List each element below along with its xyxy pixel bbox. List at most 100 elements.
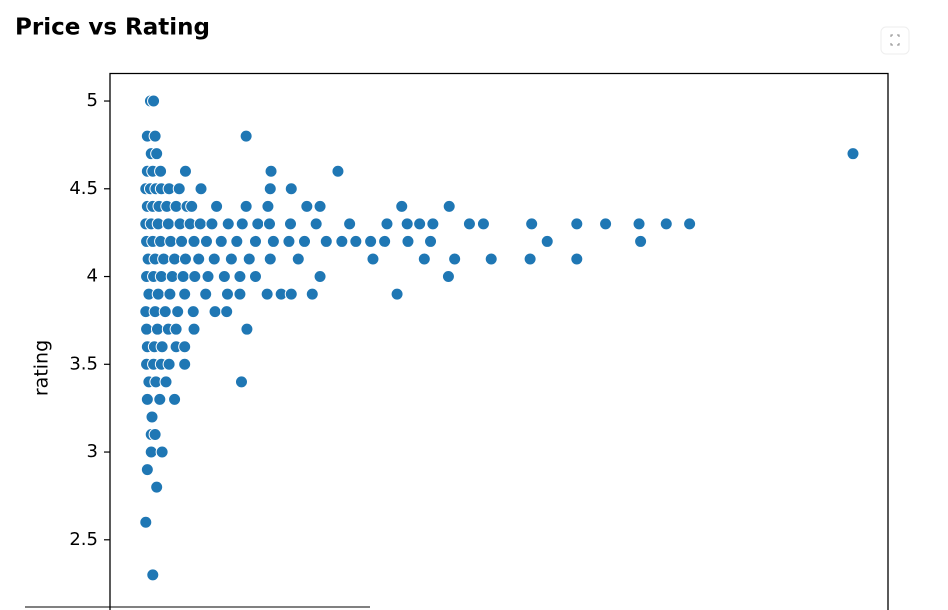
y-axis-label: rating (31, 340, 53, 396)
point (230, 234, 244, 248)
point (148, 427, 162, 441)
point (417, 252, 431, 266)
point (150, 480, 164, 494)
point (264, 164, 278, 178)
y-tick-label: 3 (87, 441, 98, 462)
point (144, 445, 158, 459)
point (240, 322, 254, 336)
point (364, 234, 378, 248)
point (331, 164, 345, 178)
point (169, 199, 183, 213)
point (217, 270, 231, 284)
point (168, 392, 182, 406)
point (239, 199, 253, 213)
point (150, 147, 164, 161)
point (210, 199, 224, 213)
point (168, 252, 182, 266)
point (400, 217, 414, 231)
point (155, 445, 169, 459)
y-tick-label: 2.5 (69, 529, 98, 550)
point (309, 217, 323, 231)
point (484, 252, 498, 266)
point (523, 252, 537, 266)
point (150, 322, 164, 336)
point (476, 217, 490, 231)
point (462, 217, 476, 231)
point (570, 252, 584, 266)
point (158, 305, 172, 319)
point (413, 217, 427, 231)
point (570, 217, 584, 231)
point (140, 392, 154, 406)
point (224, 252, 238, 266)
chart-title: Price vs Rating (15, 15, 210, 41)
point (298, 234, 311, 248)
point (401, 234, 415, 248)
point (220, 287, 234, 301)
point (266, 234, 280, 248)
point (305, 287, 319, 301)
point (199, 287, 213, 301)
point (233, 287, 247, 301)
point (146, 568, 160, 582)
point (178, 287, 192, 301)
point (448, 252, 462, 266)
point (313, 270, 327, 284)
point (176, 270, 190, 284)
point (221, 217, 235, 231)
point (178, 252, 192, 266)
point (251, 217, 265, 231)
point (193, 217, 207, 231)
point (151, 287, 165, 301)
point (192, 252, 206, 266)
point (185, 199, 199, 213)
point (187, 234, 201, 248)
point (161, 217, 175, 231)
point (380, 217, 394, 231)
point (178, 164, 192, 178)
point (207, 252, 221, 266)
point (300, 199, 314, 213)
point (234, 375, 248, 389)
point (153, 392, 167, 406)
point (683, 217, 697, 231)
point (319, 234, 333, 248)
y-tick-label: 4 (87, 266, 98, 287)
point (599, 217, 613, 231)
point (260, 287, 274, 301)
point (426, 217, 440, 231)
point (390, 287, 404, 301)
point (165, 270, 179, 284)
point (235, 217, 249, 231)
point (157, 252, 171, 266)
point (154, 270, 168, 284)
point (283, 217, 297, 231)
point (284, 287, 298, 301)
point (442, 199, 456, 213)
point (208, 305, 222, 319)
point (343, 217, 357, 231)
point (187, 322, 201, 336)
y-tick-label: 4.5 (69, 178, 98, 199)
plot-frame (109, 72, 889, 610)
point (175, 234, 189, 248)
point (171, 305, 185, 319)
point (313, 199, 327, 213)
point (335, 234, 349, 248)
point (169, 322, 183, 336)
point (263, 252, 277, 266)
point (201, 270, 215, 284)
point (441, 270, 455, 284)
point (164, 234, 178, 248)
point (155, 340, 169, 354)
point (162, 357, 176, 371)
point (163, 287, 177, 301)
point (178, 340, 192, 354)
point (139, 515, 153, 529)
point (248, 270, 262, 284)
point (261, 199, 275, 213)
fullscreen-button[interactable] (880, 26, 910, 55)
point (148, 129, 162, 143)
point (263, 182, 277, 196)
